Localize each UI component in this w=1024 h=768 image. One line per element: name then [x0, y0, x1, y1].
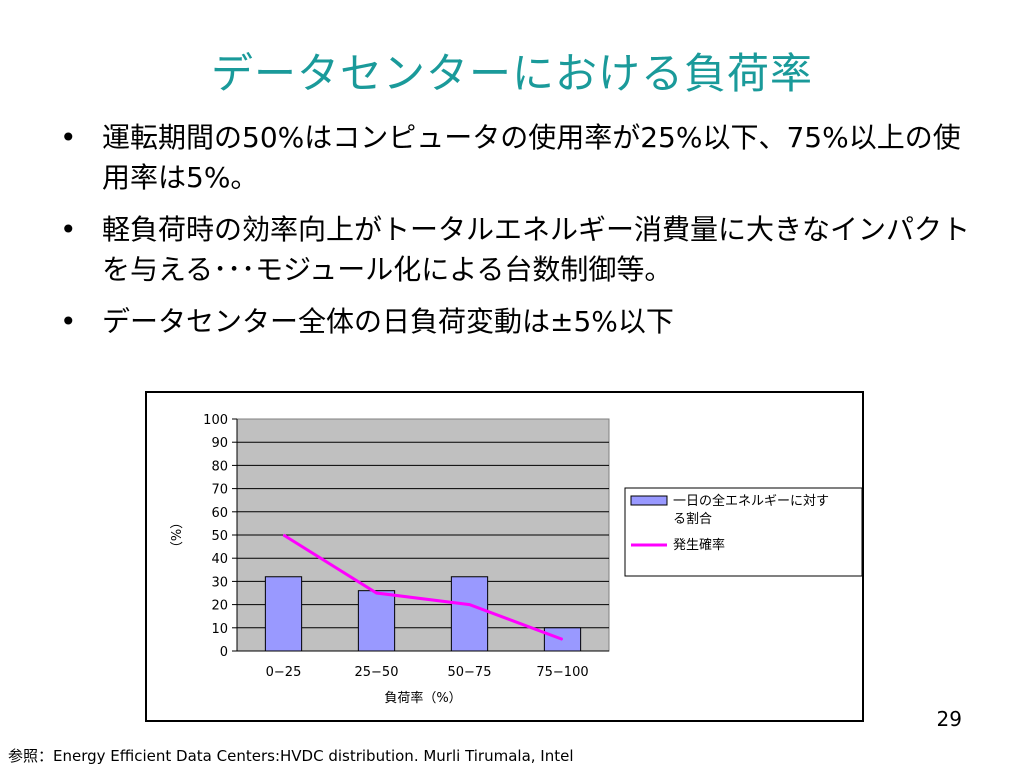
y-tick-label: 60 [211, 506, 228, 521]
x-tick-label: 75−100 [536, 665, 588, 680]
legend-bar-swatch [630, 495, 668, 506]
y-tick-label: 10 [211, 622, 228, 637]
y-tick-label: 0 [220, 645, 228, 660]
y-tick-label: 70 [211, 483, 228, 498]
bullet-marker: • [60, 213, 77, 246]
y-axis-title: （%） [170, 516, 185, 554]
slide-title: データセンターにおける負荷率 [210, 49, 813, 98]
y-tick-label: 100 [203, 413, 228, 428]
bullet-item: • データセンター全体の日負荷変動は±5%以下 [60, 302, 980, 342]
x-tick-label: 0−25 [266, 665, 302, 680]
load-factor-chart: 0 10 20 30 40 50 60 70 80 90 100 0−25 25−50 50−75 75−1… [170, 413, 863, 706]
page-number: 29 [936, 707, 962, 731]
reference-note: 参照：Energy Efficient Data Centers:HVDC di… [8, 747, 574, 765]
legend-bar-label: る割合 [673, 511, 712, 527]
y-tick-label: 50 [211, 529, 228, 544]
bar [264, 576, 303, 652]
bullet-item: • 運転期間の50%はコンピュータの使用率が25%以下、75%以上の使用率は5%。 [60, 118, 980, 198]
x-tick-label: 25−50 [355, 665, 399, 680]
bullet-text: 運転期間の50%はコンピュータの使用率が25%以下、75%以上の使用率は5%。 [102, 121, 961, 194]
y-tick-label: 40 [211, 552, 228, 567]
x-tick-label: 50−75 [448, 665, 492, 680]
bullet-marker: • [60, 121, 77, 154]
y-tick-label: 20 [211, 599, 228, 614]
y-tick-label: 90 [211, 436, 228, 451]
line-point [469, 604, 470, 606]
y-tick-label: 30 [211, 575, 228, 590]
legend-bar-label: 一日の全エネルギーに対す [673, 493, 829, 509]
legend-line-label: 発生確率 [673, 537, 725, 553]
bar [450, 576, 489, 652]
line-point [376, 592, 377, 594]
x-axis-title: 負荷率（%） [384, 690, 461, 706]
bullet-item: • 軽負荷時の効率向上がトータルエネルギー消費量に大きなインパクトを与える･･･モ… [60, 210, 980, 290]
bullet-text: データセンター全体の日負荷変動は±5%以下 [102, 305, 674, 338]
probability-line [282, 533, 564, 641]
chart-frame: 0 10 20 30 40 50 60 70 80 90 100 0−25 25−50 50−75 75−1… [145, 391, 864, 722]
line-point [562, 638, 563, 640]
bullet-text: 軽負荷時の効率向上がトータルエネルギー消費量に大きなインパクトを与える･･･モジ… [102, 213, 971, 286]
y-tick-label: 80 [211, 459, 228, 474]
bar [357, 590, 396, 652]
bullet-list: • 運転期間の50%はコンピュータの使用率が25%以下、75%以上の使用率は5%。… [60, 118, 980, 354]
bullet-marker: • [60, 305, 77, 338]
line-point [283, 534, 284, 536]
